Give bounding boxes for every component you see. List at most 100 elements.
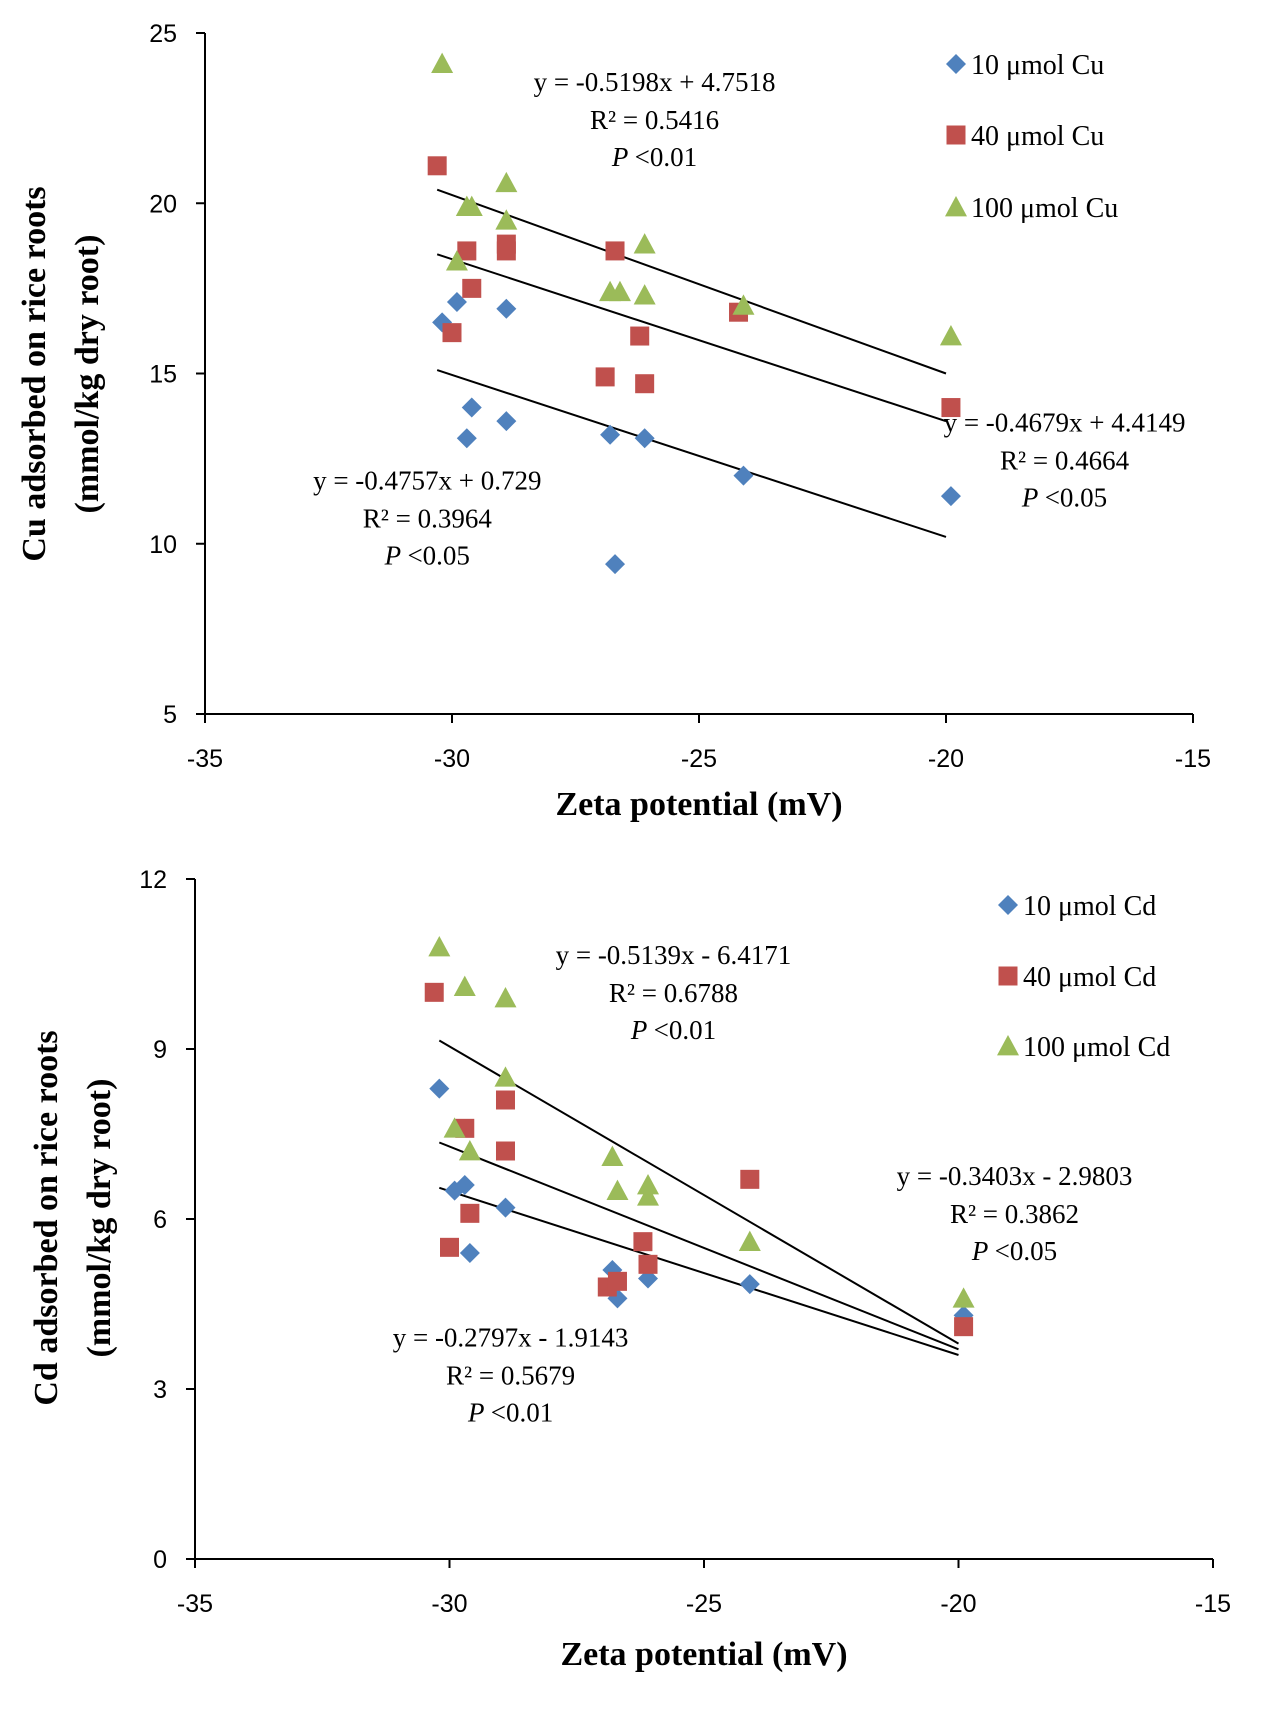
data-point-triangle bbox=[494, 987, 517, 1008]
regression-equation: y = -0.4757x + 0.729 bbox=[313, 465, 541, 495]
data-point-triangle bbox=[443, 1117, 466, 1138]
data-point-square bbox=[442, 323, 462, 343]
trendline bbox=[438, 1039, 960, 1345]
data-point-diamond bbox=[605, 554, 626, 575]
data-point-square bbox=[457, 241, 477, 261]
x-tick-label: -20 bbox=[940, 1590, 976, 1618]
p-value-label: P <0.05 bbox=[1021, 482, 1107, 512]
y-tick-label: 5 bbox=[163, 701, 177, 729]
data-point-square bbox=[635, 374, 655, 394]
x-tick-label: -30 bbox=[434, 745, 470, 773]
p-value: <0.05 bbox=[407, 540, 469, 570]
p-value: <0.05 bbox=[1045, 482, 1107, 512]
data-point-diamond bbox=[739, 1274, 760, 1295]
data-point-triangle bbox=[428, 936, 451, 957]
legend-entry: 40 μmol Cu bbox=[971, 121, 1104, 152]
data-point-triangle bbox=[952, 1287, 975, 1308]
data-point-square bbox=[496, 234, 516, 254]
legend-entry: 40 μmol Cd bbox=[1023, 962, 1156, 993]
p-value-label: P <0.01 bbox=[467, 1398, 553, 1428]
legend-marker-diamond bbox=[998, 895, 1018, 915]
y-tick-label: 25 bbox=[149, 20, 177, 48]
data-point-square bbox=[427, 156, 447, 176]
data-point-square bbox=[633, 1232, 653, 1252]
data-point-square bbox=[630, 326, 650, 346]
data-point-triangle bbox=[732, 294, 755, 315]
data-point-triangle bbox=[738, 1230, 761, 1252]
x-axis-label: Zeta potential (mV) bbox=[555, 786, 842, 823]
data-point-diamond bbox=[429, 1078, 450, 1099]
x-axis-label: Zeta potential (mV) bbox=[560, 1636, 847, 1673]
legend-marker-triangle bbox=[945, 196, 967, 217]
data-point-diamond bbox=[495, 1197, 516, 1218]
data-point-diamond bbox=[940, 486, 961, 507]
cd-adsorption-chart: 0 3 6 9 12 -35 -30 -25 -20 -15 Zeta potential (mV)… bbox=[28, 866, 1231, 1673]
data-point-diamond bbox=[496, 298, 517, 319]
data-point-triangle bbox=[637, 1174, 660, 1195]
y-tick-label: 12 bbox=[139, 866, 167, 894]
p-value-label: P <0.01 bbox=[630, 1015, 716, 1045]
data-point-square bbox=[495, 1141, 515, 1161]
data-point-square bbox=[495, 1090, 515, 1110]
data-point-square bbox=[595, 367, 615, 387]
y-tick-label: 9 bbox=[153, 1036, 167, 1064]
cu-adsorption-chart: 5 10 15 20 25 -35 -30 -25 -20 -15 Zeta potential (… bbox=[16, 20, 1211, 823]
data-point-square bbox=[440, 1237, 459, 1257]
y-tick-label: 0 bbox=[153, 1546, 167, 1574]
data-point-triangle bbox=[453, 975, 476, 997]
data-point-triangle bbox=[633, 284, 656, 305]
data-point-diamond bbox=[634, 428, 655, 449]
trendline bbox=[436, 188, 947, 375]
data-point-triangle bbox=[494, 1066, 517, 1087]
legend-marker-square bbox=[946, 125, 966, 145]
y-tick-label: 20 bbox=[149, 190, 177, 218]
data-point-diamond bbox=[459, 1243, 480, 1263]
x-tick-label: -20 bbox=[928, 745, 964, 773]
p-symbol: P bbox=[971, 1236, 995, 1266]
x-tick-label: -35 bbox=[177, 1590, 213, 1618]
regression-equation: y = -0.4679x + 4.4149 bbox=[944, 407, 1186, 437]
y-axis-label-line1: Cd adsorbed on rice roots bbox=[28, 1030, 65, 1405]
p-symbol: P bbox=[1021, 482, 1045, 512]
data-point-triangle bbox=[633, 233, 656, 254]
y-axis-label-line1: Cu adsorbed on rice roots bbox=[16, 186, 53, 561]
legend-entry: 100 μmol Cu bbox=[971, 193, 1118, 224]
data-point-square bbox=[607, 1271, 627, 1291]
y-tick-label: 10 bbox=[149, 531, 177, 559]
data-point-square bbox=[460, 1203, 480, 1223]
p-value: <0.01 bbox=[635, 142, 697, 172]
data-point-square bbox=[740, 1169, 760, 1189]
data-point-triangle bbox=[601, 1145, 624, 1167]
data-point-triangle bbox=[431, 52, 454, 73]
data-point-square bbox=[424, 982, 444, 1002]
y-tick-label: 3 bbox=[153, 1376, 167, 1404]
y-tick-label: 6 bbox=[153, 1206, 167, 1234]
x-tick-label: -25 bbox=[686, 1590, 722, 1618]
legend-marker-diamond bbox=[946, 54, 966, 74]
data-point-square bbox=[462, 278, 482, 298]
legend-marker-triangle bbox=[997, 1035, 1019, 1056]
data-point-diamond bbox=[600, 424, 621, 445]
data-point-triangle bbox=[495, 209, 518, 230]
p-symbol: P bbox=[630, 1015, 654, 1045]
p-value: <0.01 bbox=[654, 1015, 716, 1045]
p-value-label: P <0.05 bbox=[971, 1236, 1057, 1266]
r-squared-label: R² = 0.6788 bbox=[609, 978, 738, 1008]
data-point-triangle bbox=[637, 1185, 660, 1206]
legend-marker-square bbox=[998, 966, 1018, 986]
trendline bbox=[439, 1186, 959, 1356]
data-point-diamond bbox=[456, 428, 477, 449]
data-point-triangle bbox=[606, 1179, 629, 1201]
data-point-triangle bbox=[445, 250, 468, 271]
regression-equation: y = -0.5198x + 4.7518 bbox=[534, 67, 776, 97]
r-squared-label: R² = 0.3862 bbox=[950, 1199, 1079, 1229]
legend-entry: 100 μmol Cd bbox=[1023, 1032, 1170, 1063]
data-point-square bbox=[638, 1254, 658, 1274]
regression-equation: y = -0.3403x - 2.9803 bbox=[897, 1161, 1133, 1191]
legend-entry: 10 μmol Cd bbox=[1023, 891, 1156, 922]
y-axis-label-line2: (mmol/kg dry root) bbox=[81, 1079, 118, 1358]
r-squared-label: R² = 0.5679 bbox=[446, 1361, 575, 1391]
x-tick-label: -25 bbox=[681, 745, 717, 773]
data-point-diamond bbox=[733, 465, 754, 486]
